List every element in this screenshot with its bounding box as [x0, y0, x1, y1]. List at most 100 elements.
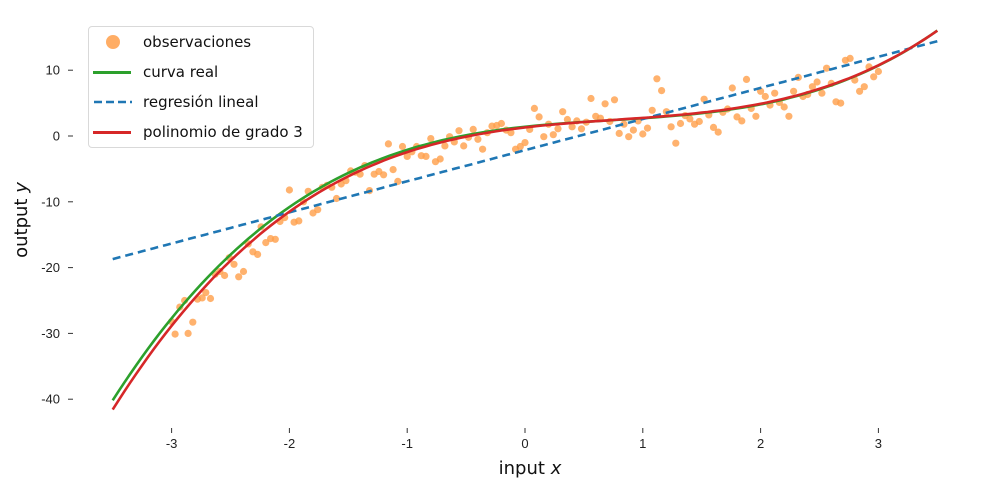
observation-point — [422, 152, 430, 160]
y-tick-label: -20 — [41, 260, 60, 275]
observation-point — [554, 125, 562, 133]
observation-point — [198, 294, 206, 302]
y-tick-label: 0 — [53, 129, 60, 144]
observation-point — [643, 124, 652, 132]
observation-point — [648, 106, 656, 114]
observation-point — [398, 142, 407, 151]
observation-point — [728, 84, 736, 92]
observation-point — [314, 206, 322, 214]
legend-item-curva-real: curva real — [89, 58, 313, 86]
observation-point — [549, 131, 557, 139]
legend: observaciones curva real regresión linea… — [88, 26, 314, 148]
observation-point — [653, 75, 661, 83]
observation-point — [184, 329, 192, 337]
observation-point — [171, 330, 179, 338]
observation-point — [455, 127, 463, 135]
observation-point — [808, 83, 817, 91]
observation-point — [672, 139, 680, 147]
y-axis-ticks: 10 0 -10 -20 -30 -40 — [41, 63, 73, 407]
observation-point — [870, 73, 878, 81]
observation-point — [460, 142, 468, 150]
observation-point — [676, 119, 685, 128]
observation-point — [780, 103, 788, 111]
observation-point — [189, 318, 197, 326]
legend-label: polinomio de grado 3 — [143, 123, 303, 141]
observation-point — [709, 123, 718, 131]
observation-point — [629, 126, 638, 134]
observation-point — [497, 119, 505, 128]
y-axis-label: output y — [11, 182, 32, 258]
y-tick-label: 10 — [46, 63, 60, 78]
legend-label: curva real — [143, 63, 219, 81]
observation-point — [601, 100, 609, 108]
observation-point — [695, 117, 703, 126]
observation-point — [813, 78, 821, 86]
observation-point — [790, 87, 798, 95]
observation-point — [332, 194, 341, 203]
observation-point — [389, 166, 397, 174]
observation-point — [521, 139, 529, 147]
observation-point — [507, 129, 515, 137]
observation-point — [530, 104, 539, 112]
observation-point — [658, 87, 666, 95]
orange-dot-icon — [93, 32, 133, 52]
observation-point — [568, 123, 576, 131]
observation-point — [474, 135, 482, 143]
x-tick-label: -3 — [166, 436, 178, 451]
x-tick-label: 1 — [639, 436, 646, 451]
observation-point — [733, 113, 741, 121]
observation-point — [639, 130, 647, 138]
x-tick-label: 0 — [521, 436, 528, 451]
green-line-icon — [93, 62, 133, 82]
observation-point — [761, 92, 769, 101]
observation-point — [295, 217, 303, 225]
observation-point — [823, 64, 831, 72]
observation-point — [700, 95, 708, 103]
x-axis-label: input x — [499, 458, 562, 479]
observation-point — [742, 75, 751, 83]
observation-point — [235, 273, 243, 281]
observation-point — [771, 89, 779, 97]
observation-point — [625, 133, 633, 141]
observation-point — [738, 117, 746, 125]
observation-point — [559, 108, 567, 116]
observation-point — [577, 125, 586, 133]
observation-point — [441, 142, 449, 150]
observation-point — [818, 89, 826, 97]
observation-point — [752, 112, 760, 120]
plot-lines — [111, 29, 939, 411]
observation-point — [384, 140, 392, 148]
cubic-polynomial-line — [111, 29, 939, 411]
observation-point — [479, 145, 487, 153]
legend-item-observaciones: observaciones — [89, 28, 313, 56]
legend-item-regresion-lineal: regresión lineal — [89, 88, 313, 116]
observation-point — [610, 96, 619, 104]
observation-point — [239, 267, 248, 276]
observation-point — [206, 294, 215, 303]
x-tick-label: 3 — [875, 436, 882, 451]
observation-point — [856, 87, 864, 95]
observation-point — [380, 171, 388, 179]
observation-point — [254, 250, 262, 258]
observation-point — [785, 112, 793, 120]
observation-point — [535, 113, 543, 121]
observation-point — [285, 186, 293, 194]
red-line-icon — [93, 122, 133, 142]
x-axis-ticks: -3 -2 -1 0 1 2 3 — [166, 428, 882, 451]
blue-dashed-line-icon — [93, 92, 133, 112]
observation-point — [469, 125, 477, 133]
observation-point — [615, 129, 623, 137]
observation-point — [667, 123, 675, 131]
legend-label: regresión lineal — [143, 93, 259, 111]
observation-point — [714, 128, 722, 136]
observation-point — [686, 115, 694, 123]
legend-label: observaciones — [143, 33, 252, 51]
observation-point — [874, 67, 883, 76]
observation-point — [436, 155, 444, 163]
observation-point — [230, 260, 238, 268]
x-tick-label: -2 — [284, 436, 296, 451]
observation-point — [563, 115, 572, 124]
y-tick-label: -10 — [41, 194, 60, 209]
observation-point — [587, 94, 595, 103]
observation-point — [403, 152, 411, 160]
